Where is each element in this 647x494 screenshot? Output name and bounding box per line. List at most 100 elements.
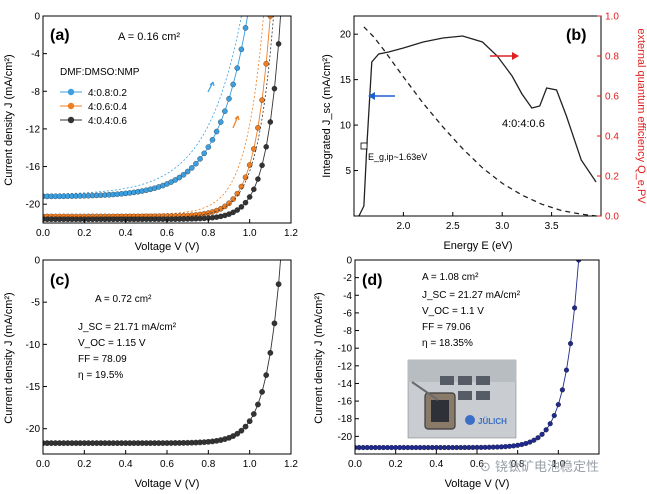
y-tick-label: -18 — [338, 414, 353, 425]
x-tick-label: 2.0 — [396, 221, 410, 232]
y-tick-label: 20 — [340, 30, 352, 41]
jv-point — [234, 190, 241, 197]
jv-point — [267, 16, 274, 19]
x-tick-label: 0.2 — [77, 228, 91, 239]
panel-d-label: (d) — [362, 272, 382, 289]
jv-point — [230, 81, 236, 88]
jv-point — [259, 162, 265, 169]
x-tick-label: 0.8 — [201, 459, 215, 470]
jv-point — [267, 350, 274, 356]
y-tick-label: -15 — [26, 382, 41, 393]
x-tick-label: 0.0 — [36, 228, 50, 239]
jv-point — [555, 402, 561, 408]
jv-point — [213, 128, 220, 135]
panel-b-frame — [353, 15, 602, 217]
panel-b-label: (b) — [566, 27, 586, 44]
x-tick-label: 0.6 — [160, 228, 174, 239]
jv-point — [246, 194, 253, 200]
jv-point — [222, 203, 228, 210]
jv-point — [246, 418, 253, 425]
jv-point — [197, 156, 203, 162]
x-tick-label: 0.8 — [201, 228, 215, 239]
jv-point — [275, 41, 282, 47]
jv-point — [242, 423, 249, 430]
panel-d-jsc: J_SC = 21.27 mA/cm² — [422, 290, 521, 301]
y-tick-label: -8 — [31, 87, 40, 98]
y-right-tick-label: 0.2 — [605, 172, 619, 183]
legend-label-2: 4:0.6:0.4 — [88, 102, 127, 113]
jv-point — [234, 430, 241, 437]
y-tick-label: 15 — [340, 75, 352, 86]
watermark: ⊙ 铙钛矿电池稳定性 — [480, 460, 600, 475]
jv-point — [551, 413, 557, 419]
panel-d-eta: η = 18.35% — [422, 338, 473, 349]
panel-c-area: A = 0.72 cm² — [95, 294, 152, 305]
panel-d: JÜLICH 0.0 0.2 0.4 0.6 0.8 1.0-20-18-16-14-12… — [313, 256, 600, 490]
legend-label-1: 4:0.8:0.2 — [88, 88, 127, 99]
panel-a-label: (a) — [50, 27, 70, 44]
panel-d-ylabel: Current density J (mA/cm²) — [313, 292, 325, 423]
x-tick-label: 0.4 — [119, 228, 133, 239]
panel-c-voc: V_OC = 1.15 V — [78, 338, 146, 349]
y-tick-label: -4 — [31, 49, 40, 60]
y-tick-label: 0 — [34, 256, 40, 267]
jv-point — [230, 209, 236, 216]
jv-point — [234, 207, 241, 213]
x-tick-label: 1.2 — [284, 228, 298, 239]
jv-point — [184, 168, 191, 175]
panel-d-ff: FF = 79.06 — [422, 322, 471, 333]
panel-c-ff: FF = 78.09 — [78, 354, 127, 365]
jv-point — [255, 176, 261, 182]
axis-arrows — [368, 52, 519, 100]
panel-a-area: A = 0.16 cm² — [118, 31, 180, 43]
jv-point — [547, 421, 553, 427]
panel-c: 0.0 0.2 0.4 0.6 0.8 1.0 1.2 -20 -15 -10 -5 0 (c) A … — [3, 256, 298, 491]
jv-point — [222, 108, 228, 114]
jv-point — [271, 85, 278, 92]
bandgap-marker — [360, 142, 368, 150]
y-tick-label: -20 — [26, 200, 41, 211]
y-tick-label: -10 — [26, 340, 41, 351]
y-tick-label: 0 — [346, 256, 352, 267]
jv-point — [543, 427, 549, 433]
y-tick-label: -5 — [31, 298, 40, 309]
panel-c-label: (c) — [50, 272, 70, 289]
x-tick-label: 0.0 — [36, 459, 50, 470]
legend-item-2: 4:0.6:0.4 — [60, 102, 127, 113]
y-right-tick-label: 0.4 — [605, 132, 619, 143]
jv-point — [567, 340, 574, 347]
jv-point — [238, 427, 245, 434]
panel-d-area: A = 1.08 cm² — [422, 272, 479, 283]
jv-point — [247, 1, 252, 6]
x-tick-label: 3.0 — [495, 221, 509, 232]
jv-point — [267, 119, 274, 125]
panel-b: 2.0 2.5 3.0 3.5 5 10 15 20 0.0 0.2 0.4 0.6 0.8 1.0 (b… — [321, 12, 647, 253]
y-tick-label: -16 — [26, 162, 41, 173]
y-tick-label: 5 — [345, 166, 351, 177]
x-tick-label: 0.4 — [429, 459, 443, 470]
y-right-tick-label: 0.6 — [605, 92, 619, 103]
jv-reverse-scan — [43, 16, 242, 195]
jv-point — [193, 160, 199, 167]
x-tick-label: 3.5 — [545, 221, 559, 232]
panel-c-ylabel: Current density J (mA/cm²) — [3, 292, 15, 423]
legend-item-1: 4:0.8:0.2 — [60, 88, 127, 99]
jv-point — [255, 401, 261, 408]
y-tick-label: -12 — [26, 124, 41, 135]
x-tick-label: 1.0 — [243, 228, 257, 239]
jv-point — [263, 372, 270, 378]
jv-point — [271, 320, 278, 327]
legend-label-3: 4:0.4:0.6 — [88, 116, 127, 127]
device-photo-inset: JÜLICH — [407, 359, 517, 439]
y-right-tick-label: 0.8 — [605, 52, 619, 63]
jv-point — [226, 200, 232, 206]
jv-reverse-scan — [43, 16, 264, 215]
jv-point — [238, 204, 245, 210]
panel-c-eta: η = 19.5% — [78, 370, 123, 381]
jv-point — [201, 150, 207, 157]
panel-c-jsc: J_SC = 21.71 mA/cm² — [78, 322, 177, 333]
jv-point — [217, 119, 224, 125]
y-right-tick-label: 0.0 — [605, 212, 619, 223]
legend-item-3: 4:0.4:0.6 — [60, 116, 127, 127]
